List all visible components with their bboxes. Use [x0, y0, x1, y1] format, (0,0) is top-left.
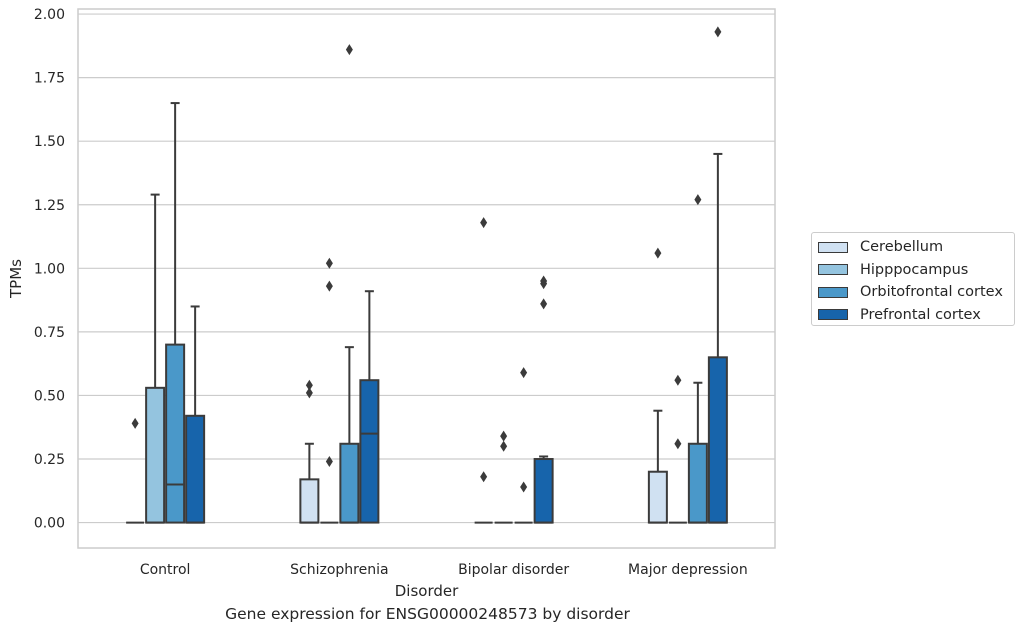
- box: [145, 386, 166, 524]
- legend-item-orbitofrontal-cortex: Orbitofrontal cortex: [818, 281, 1014, 304]
- x-tick-label: Major depression: [628, 562, 748, 578]
- y-tick-label: 0.50: [34, 388, 65, 404]
- outlier-point: [540, 298, 548, 310]
- outlier-point: [325, 257, 333, 269]
- x-axis-title: Disorder: [395, 582, 459, 600]
- box-group: [359, 290, 380, 524]
- outlier-point: [654, 247, 662, 259]
- legend-swatch: [818, 286, 848, 298]
- outlier-point: [305, 379, 313, 391]
- y-tick-label: 2.00: [34, 7, 65, 23]
- outlier-point: [305, 387, 313, 399]
- box-group: [320, 257, 339, 524]
- box: [687, 442, 708, 524]
- outlier-point: [674, 374, 682, 386]
- legend-item-hippocampus: Hipppocampus: [818, 259, 1014, 282]
- chart-caption: Gene expression for ENSG00000248573 by d…: [225, 605, 630, 623]
- outlier-point: [131, 417, 139, 429]
- legend-swatch: [818, 309, 848, 321]
- box: [359, 379, 380, 524]
- legend-swatch: [818, 264, 848, 276]
- y-tick-label: 0.00: [34, 516, 65, 532]
- y-tick-label: 1.50: [34, 134, 65, 150]
- box-group: [647, 247, 668, 524]
- legend-label: Cerebellum: [860, 239, 944, 256]
- outlier-point: [500, 440, 508, 452]
- x-tick-label: Control: [140, 562, 191, 578]
- outlier-point: [480, 217, 488, 229]
- y-tick-label: 1.00: [34, 261, 65, 277]
- outlier-point: [480, 471, 488, 483]
- y-tick-label: 0.75: [34, 325, 65, 341]
- box: [647, 470, 668, 524]
- box-group: [185, 305, 206, 524]
- outlier-point: [325, 456, 333, 468]
- y-tick-label: 1.75: [34, 71, 65, 87]
- legend: Cerebellum Hipppocampus Orbitofrontal co…: [811, 232, 1015, 326]
- outlier-point: [345, 44, 353, 56]
- box: [165, 343, 186, 524]
- box-group: [165, 102, 186, 524]
- y-axis-title: TPMs: [7, 259, 25, 299]
- legend-swatch: [818, 241, 848, 253]
- box-group: [299, 379, 320, 524]
- plot-frame: [77, 8, 776, 549]
- box: [533, 458, 554, 524]
- outlier-point: [520, 481, 528, 493]
- box: [299, 478, 320, 524]
- box: [707, 356, 728, 524]
- plot-boxes: [126, 26, 728, 524]
- legend-label: Prefrontal cortex: [860, 306, 981, 323]
- legend-item-cerebellum: Cerebellum: [818, 236, 1014, 259]
- y-tick-labels: 0.00 0.25 0.50 0.75 1.00 1.25 1.50 1.75 2.00: [34, 7, 65, 531]
- x-tick-label: Schizophrenia: [290, 562, 388, 578]
- outlier-point: [325, 280, 333, 292]
- box-group: [687, 194, 708, 524]
- box-group: [707, 26, 728, 524]
- box-group: [533, 275, 554, 524]
- box: [339, 442, 360, 524]
- box-group: [514, 367, 533, 524]
- legend-label: Orbitofrontal cortex: [860, 284, 1003, 301]
- legend-item-prefrontal-cortex: Prefrontal cortex: [818, 304, 1014, 327]
- legend-label: Hipppocampus: [860, 261, 969, 278]
- y-tick-label: 0.25: [34, 452, 65, 468]
- outlier-point: [674, 438, 682, 450]
- box-group: [494, 430, 513, 524]
- box-group: [668, 374, 687, 524]
- box: [185, 414, 206, 524]
- x-tick-label: Bipolar disorder: [458, 562, 569, 578]
- outlier-point: [500, 430, 508, 442]
- box-group: [339, 44, 360, 524]
- box-group: [126, 417, 145, 524]
- outlier-point: [540, 275, 548, 287]
- outlier-point: [714, 26, 722, 38]
- outlier-point: [520, 367, 528, 379]
- box-group: [145, 193, 166, 524]
- y-tick-label: 1.25: [34, 198, 65, 214]
- box-group: [474, 217, 493, 524]
- outlier-point: [694, 194, 702, 206]
- x-tick-labels: Control Schizophrenia Bipolar disorder Majo…: [140, 562, 748, 578]
